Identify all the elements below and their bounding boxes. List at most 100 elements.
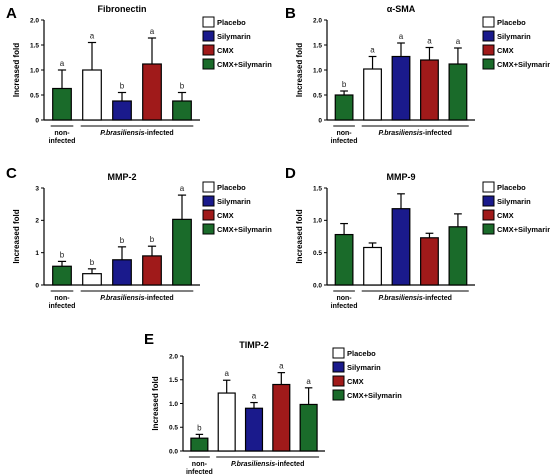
y-tick-label: 1.5	[169, 377, 178, 384]
y-tick-label: 0.5	[313, 92, 322, 99]
bar-cmx-silymarin	[448, 226, 468, 286]
significance-label: b	[90, 258, 95, 267]
chart-title: Fibronectin	[98, 4, 147, 14]
legend-label-silymarin: Silymarin	[497, 197, 531, 206]
group-label-species: P.brasiliensis	[100, 295, 144, 302]
group-label-species: P.brasiliensis	[231, 461, 275, 468]
group-label-species: P.brasiliensis	[100, 130, 144, 137]
y-tick-label: 0.5	[169, 425, 178, 432]
chart-panel-e: E TIMP-2 0.0 0.5 1.0 1.5 2.0 Increased fold b a a a…	[144, 331, 402, 474]
y-axis-label: Increased fold	[295, 43, 304, 97]
bar-placebo	[363, 246, 382, 286]
legend-swatch-placebo	[202, 181, 215, 193]
bar-non-infected	[190, 437, 209, 452]
legend-label-cmx-silymarin: CMX+Silymarin	[217, 225, 272, 234]
chart-title: TIMP-2	[239, 340, 269, 350]
group-label-noninfected: non-	[336, 295, 352, 302]
bar-cmx	[142, 255, 162, 286]
bar-placebo	[217, 392, 236, 452]
panel-letter: D	[285, 165, 296, 182]
group-label-noninfected: non-	[192, 461, 208, 468]
legend-label-placebo: Placebo	[497, 18, 526, 27]
y-tick-label: 0	[318, 117, 322, 124]
chart-title: α-SMA	[387, 4, 416, 14]
group-label-infected: P.brasiliensis-infected	[379, 130, 452, 137]
legend-label-cmx-silymarin: CMX+Silymarin	[497, 60, 550, 69]
legend-swatch-cmx-silymarin	[202, 58, 215, 70]
significance-label: a	[306, 377, 311, 386]
legend-label-cmx: CMX	[497, 46, 514, 55]
legend-swatch-cmx-silymarin	[482, 223, 495, 235]
y-axis-label: Increased fold	[12, 43, 21, 97]
bar-non-infected	[52, 265, 72, 286]
bar-silymarin	[112, 100, 132, 121]
group-label-noninfected: non-	[54, 295, 70, 302]
legend-swatch-silymarin	[202, 195, 215, 207]
y-tick-label: 1	[35, 250, 39, 257]
y-tick-label: 1.5	[30, 42, 39, 49]
y-tick-label: 0.0	[169, 448, 178, 455]
legend-label-cmx: CMX	[347, 377, 364, 386]
chart-panel-d: D MMP-9 0.0 0.5 1.0 1.5 Increased fold non-infe…	[285, 165, 550, 310]
panel-letter: A	[6, 5, 17, 22]
legend-swatch-cmx-silymarin	[482, 58, 495, 70]
legend-swatch-cmx	[482, 209, 495, 221]
group-label-suffix: -infected	[423, 130, 452, 137]
bar-placebo	[82, 273, 102, 286]
legend-swatch-placebo	[202, 16, 215, 28]
legend-label-silymarin: Silymarin	[217, 197, 251, 206]
group-label-noninfected: infected	[186, 469, 213, 474]
y-tick-label: 1.0	[313, 218, 322, 225]
y-tick-label: 1.5	[313, 42, 322, 49]
legend-label-cmx: CMX	[217, 46, 234, 55]
bar-silymarin	[112, 259, 132, 286]
significance-label: b	[60, 250, 65, 259]
y-axis-label: Increased fold	[295, 209, 304, 263]
group-label-suffix: -infected	[275, 461, 304, 468]
group-label-suffix: -infected	[423, 295, 452, 302]
group-label-species: P.brasiliensis	[379, 295, 423, 302]
group-label-suffix: -infected	[145, 295, 174, 302]
bar-cmx	[420, 237, 439, 286]
legend-swatch-cmx-silymarin	[202, 223, 215, 235]
legend-label-cmx: CMX	[497, 211, 514, 220]
bar-cmx-silymarin	[448, 63, 468, 121]
chart-title: MMP-9	[387, 172, 416, 182]
bar-cmx	[420, 59, 439, 121]
y-tick-label: 1.5	[313, 185, 322, 192]
significance-label: b	[120, 82, 125, 91]
significance-label: b	[120, 236, 125, 245]
y-tick-label: 0.5	[30, 92, 39, 99]
chart-title: MMP-2	[108, 172, 137, 182]
significance-label: b	[150, 235, 155, 244]
y-tick-label: 1.0	[169, 401, 178, 408]
legend-label-placebo: Placebo	[217, 183, 246, 192]
legend-swatch-cmx	[482, 44, 495, 56]
legend-swatch-cmx-silymarin	[332, 389, 345, 401]
significance-label: b	[180, 82, 185, 91]
legend-swatch-placebo	[332, 347, 345, 359]
panel-letter: C	[6, 165, 17, 182]
y-tick-label: 0	[35, 282, 39, 289]
bar-cmx	[142, 63, 162, 121]
significance-label: a	[180, 184, 185, 193]
y-tick-label: 2.0	[313, 17, 322, 24]
group-label-infected: P.brasiliensis-infected	[231, 461, 304, 468]
group-label-noninfected: infected	[49, 138, 76, 145]
bar-cmx-silymarin	[172, 218, 192, 286]
group-label-species: P.brasiliensis	[379, 130, 423, 137]
chart-panel-a: A Fibronectin 0 0.5 1.0 1.5 2.0 Increased fold a…	[6, 4, 272, 145]
bar-placebo	[82, 69, 102, 121]
group-label-noninfected: non-	[336, 130, 352, 137]
group-label-infected: P.brasiliensis-infected	[379, 295, 452, 302]
legend-swatch-placebo	[482, 16, 495, 28]
legend-swatch-cmx	[202, 44, 215, 56]
legend-swatch-cmx	[332, 375, 345, 387]
significance-label: a	[60, 59, 65, 68]
y-tick-label: 0.5	[313, 250, 322, 257]
group-label-noninfected: infected	[331, 303, 358, 310]
significance-label: a	[252, 392, 257, 401]
legend-swatch-cmx	[202, 209, 215, 221]
significance-label: a	[224, 369, 229, 378]
